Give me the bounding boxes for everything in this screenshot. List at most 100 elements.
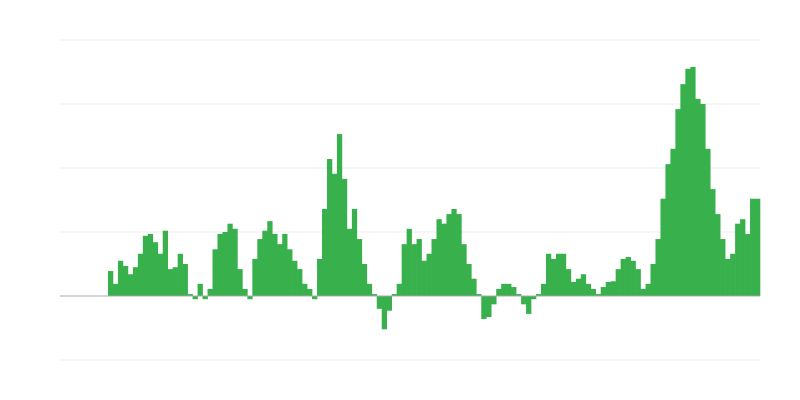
bar bbox=[132, 267, 139, 296]
bar bbox=[242, 288, 248, 296]
bar bbox=[137, 253, 144, 296]
gridlines bbox=[60, 39, 760, 361]
bar bbox=[431, 239, 437, 296]
bar bbox=[625, 256, 631, 296]
bar bbox=[187, 294, 193, 296]
bar bbox=[565, 269, 572, 296]
bar bbox=[401, 244, 407, 296]
bar bbox=[506, 283, 512, 296]
bar bbox=[162, 230, 169, 296]
bar bbox=[426, 253, 432, 296]
bar bbox=[272, 233, 278, 296]
bar bbox=[386, 296, 392, 311]
bar bbox=[740, 219, 746, 296]
bar bbox=[322, 208, 328, 296]
bar bbox=[192, 296, 198, 300]
bar bbox=[237, 269, 243, 296]
bar bbox=[406, 228, 412, 296]
bar bbox=[366, 283, 373, 296]
bar bbox=[456, 214, 462, 296]
bar bbox=[416, 239, 422, 296]
bar bbox=[371, 294, 378, 296]
bar bbox=[730, 253, 736, 296]
bar bbox=[755, 198, 761, 296]
bar bbox=[227, 223, 233, 296]
bar bbox=[710, 189, 716, 296]
bar bbox=[197, 283, 203, 296]
bar bbox=[257, 239, 263, 296]
bar bbox=[635, 269, 641, 296]
bar bbox=[336, 134, 343, 296]
bar bbox=[297, 269, 303, 296]
bar bbox=[152, 242, 159, 296]
bar bbox=[267, 221, 273, 296]
bar bbox=[277, 244, 283, 296]
bar bbox=[172, 267, 178, 296]
bar bbox=[411, 244, 417, 296]
bar bbox=[605, 281, 611, 296]
bar bbox=[451, 208, 457, 296]
bar bbox=[331, 173, 338, 296]
bar bbox=[630, 260, 636, 296]
bar bbox=[282, 233, 288, 296]
bar bbox=[560, 253, 567, 296]
bar bbox=[182, 264, 188, 296]
bar bbox=[645, 283, 651, 296]
bar bbox=[112, 283, 119, 296]
bar bbox=[491, 296, 497, 305]
bar bbox=[496, 288, 502, 296]
bar bbox=[725, 258, 731, 296]
bar bbox=[142, 235, 149, 296]
bar bbox=[720, 239, 726, 296]
bar bbox=[541, 283, 547, 296]
bar bbox=[287, 249, 293, 296]
bar bbox=[356, 239, 363, 296]
bar bbox=[660, 198, 666, 296]
bar bbox=[670, 148, 676, 296]
bar bbox=[217, 233, 223, 296]
bar bbox=[317, 258, 323, 296]
bar bbox=[262, 230, 268, 296]
bar bbox=[122, 265, 129, 296]
bar bbox=[516, 294, 522, 296]
bar bbox=[715, 214, 721, 296]
bar bbox=[351, 208, 358, 296]
bar bbox=[222, 232, 228, 296]
bar bbox=[341, 178, 348, 296]
bar bbox=[690, 66, 696, 296]
bar bbox=[536, 294, 542, 296]
bar bbox=[511, 287, 517, 296]
bar bbox=[232, 228, 238, 296]
bar bbox=[247, 296, 253, 300]
bar bbox=[292, 260, 298, 296]
bar bbox=[735, 223, 741, 296]
bar bbox=[555, 253, 562, 296]
bar bbox=[421, 260, 427, 296]
bar bbox=[381, 296, 388, 330]
bar bbox=[590, 288, 597, 296]
bar bbox=[252, 258, 258, 296]
bar bbox=[127, 274, 134, 296]
bar bbox=[610, 281, 616, 296]
bar bbox=[745, 233, 751, 296]
bar bbox=[346, 228, 353, 296]
bar bbox=[580, 274, 587, 296]
bar bbox=[675, 109, 681, 297]
bar bbox=[665, 164, 671, 296]
bar bbox=[441, 223, 447, 296]
bar bbox=[680, 84, 686, 296]
bar bbox=[167, 269, 174, 296]
bar bbox=[600, 287, 607, 296]
bar bbox=[695, 98, 701, 296]
bar bbox=[486, 296, 492, 318]
bar bbox=[481, 296, 487, 320]
bar bbox=[575, 278, 582, 296]
bar bbox=[615, 269, 621, 296]
bar bbox=[147, 233, 154, 296]
bar bbox=[177, 253, 183, 296]
bars bbox=[108, 66, 761, 330]
bar bbox=[521, 296, 527, 305]
bar bbox=[655, 239, 661, 296]
bar bbox=[545, 253, 552, 296]
